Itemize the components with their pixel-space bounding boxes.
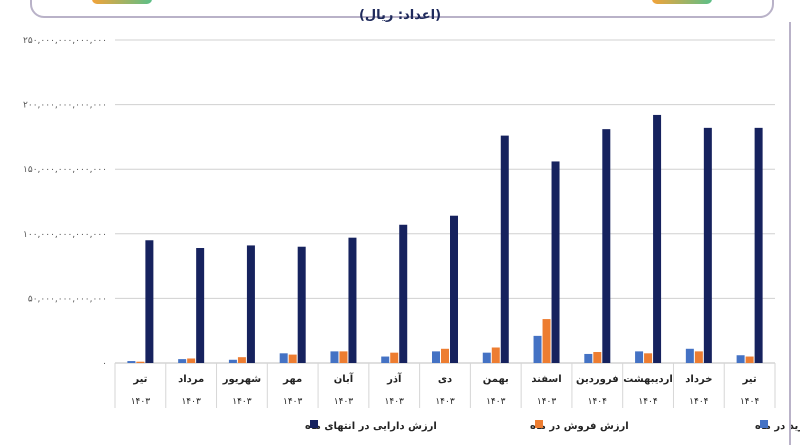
bar bbox=[127, 361, 136, 363]
x-tick-month-label: تیر bbox=[742, 374, 757, 385]
bar bbox=[228, 359, 237, 363]
bar bbox=[593, 352, 602, 363]
x-tick-month-label: بهمن bbox=[483, 374, 509, 385]
frame-right-border bbox=[789, 22, 791, 445]
bar bbox=[653, 114, 662, 363]
bar bbox=[136, 361, 145, 363]
bar bbox=[339, 351, 348, 363]
bar bbox=[644, 353, 653, 363]
x-tick-month-label: اردیبهشت bbox=[623, 374, 673, 385]
x-tick-month-label: آبان bbox=[334, 372, 354, 385]
bar bbox=[432, 351, 440, 363]
x-tick-year-label: ۱۴۰۳ bbox=[283, 397, 303, 407]
x-tick-year-label: ۱۴۰۳ bbox=[181, 397, 201, 407]
y-tick-label: ۱۵۰,۰۰۰,۰۰۰,۰۰۰,۰۰۰ bbox=[23, 165, 107, 175]
bar bbox=[348, 237, 357, 363]
bar bbox=[754, 127, 763, 363]
x-tick-month-label: مهر bbox=[282, 374, 302, 385]
x-tick-month-label: تیر bbox=[132, 374, 147, 385]
bar bbox=[246, 245, 255, 363]
bar bbox=[390, 352, 399, 363]
bar bbox=[500, 135, 509, 363]
bar bbox=[145, 240, 154, 363]
bar bbox=[635, 351, 644, 363]
x-tick-year-label: ۱۴۰۳ bbox=[486, 397, 506, 407]
x-tick-year-label: ۱۴۰۴ bbox=[740, 397, 760, 407]
legend-label: ارزش خرید در ماه bbox=[755, 421, 800, 432]
bar bbox=[745, 356, 754, 363]
bar bbox=[685, 348, 694, 363]
bar bbox=[288, 354, 297, 363]
legend-swatch bbox=[760, 420, 768, 428]
bar bbox=[330, 351, 339, 363]
x-tick-month-label: شهریور bbox=[222, 374, 262, 385]
bar bbox=[584, 353, 593, 363]
y-tick-label: ۲۰۰,۰۰۰,۰۰۰,۰۰۰,۰۰۰ bbox=[23, 101, 107, 111]
bar bbox=[694, 351, 703, 363]
banner-ornament-right bbox=[652, 0, 712, 4]
bar bbox=[602, 129, 611, 363]
x-tick-month-label: خرداد bbox=[685, 374, 712, 385]
x-tick-year-label: ۱۴۰۴ bbox=[638, 397, 658, 407]
bar bbox=[703, 127, 712, 363]
unit-label: (اعداد: ریال) bbox=[358, 8, 442, 23]
y-tick-label: ۱۰۰,۰۰۰,۰۰۰,۰۰۰,۰۰۰ bbox=[23, 230, 107, 240]
legend-swatch bbox=[535, 420, 543, 428]
x-tick-month-label: مرداد bbox=[178, 374, 204, 385]
x-tick-year-label: ۱۴۰۳ bbox=[334, 397, 354, 407]
bar bbox=[279, 353, 288, 363]
bar bbox=[551, 161, 560, 363]
bar bbox=[178, 359, 187, 363]
bar bbox=[491, 347, 500, 363]
legend-label: ارزش فروش در ماه bbox=[530, 421, 629, 432]
y-tick-label: ۵۰,۰۰۰,۰۰۰,۰۰۰,۰۰۰ bbox=[28, 294, 107, 304]
bar bbox=[736, 355, 745, 363]
bar bbox=[297, 246, 306, 363]
title-banner bbox=[30, 0, 774, 18]
y-tick-label: ۰ bbox=[102, 359, 107, 369]
legend-swatch bbox=[310, 420, 318, 428]
x-tick-month-label: فروردین bbox=[576, 374, 619, 385]
bar bbox=[196, 248, 205, 363]
x-tick-month-label: آذر bbox=[386, 372, 402, 385]
legend-label: ارزش دارایی در انتهای ماه bbox=[305, 421, 437, 432]
bar bbox=[542, 319, 551, 363]
bar bbox=[381, 356, 390, 363]
y-tick-label: ۲۵۰,۰۰۰,۰۰۰,۰۰۰,۰۰۰ bbox=[23, 36, 107, 46]
x-tick-year-label: ۱۴۰۴ bbox=[588, 397, 608, 407]
x-tick-year-label: ۱۴۰۳ bbox=[385, 397, 405, 407]
x-tick-year-label: ۱۴۰۳ bbox=[435, 397, 455, 407]
bar bbox=[450, 215, 458, 363]
banner-ornament-left bbox=[92, 0, 152, 4]
x-tick-year-label: ۱۴۰۳ bbox=[131, 397, 151, 407]
bar bbox=[482, 352, 491, 363]
bar bbox=[533, 335, 542, 363]
x-tick-year-label: ۱۴۰۳ bbox=[232, 397, 252, 407]
bar bbox=[399, 224, 408, 363]
x-tick-month-label: اسفند bbox=[531, 374, 561, 385]
x-tick-month-label: دی bbox=[438, 374, 452, 385]
bar bbox=[187, 358, 196, 363]
bar bbox=[237, 357, 246, 363]
bar bbox=[441, 348, 449, 363]
x-tick-year-label: ۱۴۰۴ bbox=[689, 397, 709, 407]
x-tick-year-label: ۱۴۰۳ bbox=[537, 397, 557, 407]
